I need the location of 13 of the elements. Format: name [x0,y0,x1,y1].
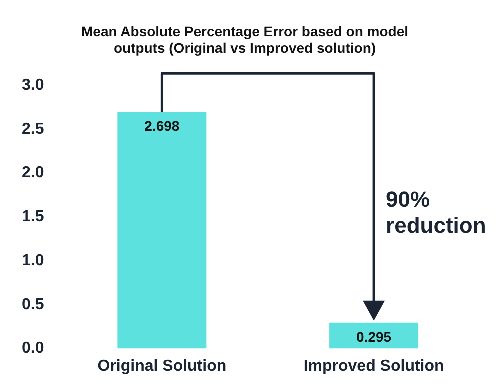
y-tick-label: 2.0 [22,164,44,182]
y-tick-label: 0.0 [22,340,44,358]
y-tick-label: 0.5 [22,296,44,314]
y-tick-label: 3.0 [22,77,44,94]
y-tick-label: 1.0 [22,252,44,270]
data-label: 0.295 [356,328,392,345]
y-tick-label: 1.5 [22,208,44,226]
x-tick-label: Original Solution [98,358,227,375]
chart-title: Mean Absolute Percentage Error based on model outputs (Original vs Improved solution) [81,23,409,56]
data-label: 2.698 [144,118,180,134]
x-tick-label: Improved Solution [304,358,444,375]
y-tick-label: 2.5 [22,120,44,138]
annotation: 90% reduction [386,187,486,238]
